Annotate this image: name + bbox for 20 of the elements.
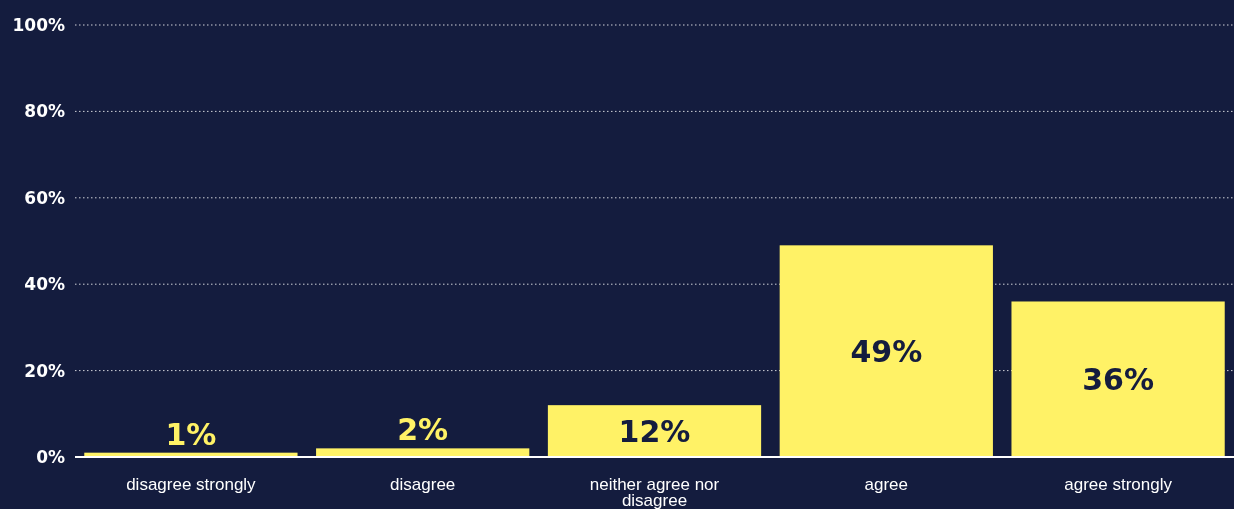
x-tick-label: agree strongly bbox=[1064, 475, 1173, 494]
y-tick-label: 60% bbox=[24, 187, 65, 208]
bar bbox=[1011, 301, 1225, 457]
y-tick-label: 20% bbox=[24, 360, 65, 381]
bar bbox=[779, 245, 993, 457]
y-tick-label: 80% bbox=[24, 101, 65, 122]
bar bbox=[547, 405, 762, 457]
y-tick-label: 100% bbox=[12, 15, 65, 35]
x-tick-label: disagree bbox=[390, 475, 456, 494]
y-tick-label: 40% bbox=[24, 274, 65, 295]
data-label: 2% bbox=[397, 412, 449, 448]
bar bbox=[316, 448, 530, 457]
data-label: 49% bbox=[850, 334, 923, 370]
data-label: 12% bbox=[618, 414, 691, 450]
x-tick-label: disagree strongly bbox=[126, 475, 257, 494]
x-tick-label: neither agree nor disagree bbox=[589, 475, 720, 509]
x-tick-label: agree bbox=[864, 475, 909, 494]
y-tick-label: 0% bbox=[36, 447, 65, 467]
data-label: 36% bbox=[1082, 362, 1155, 398]
data-label: 1% bbox=[165, 416, 217, 452]
